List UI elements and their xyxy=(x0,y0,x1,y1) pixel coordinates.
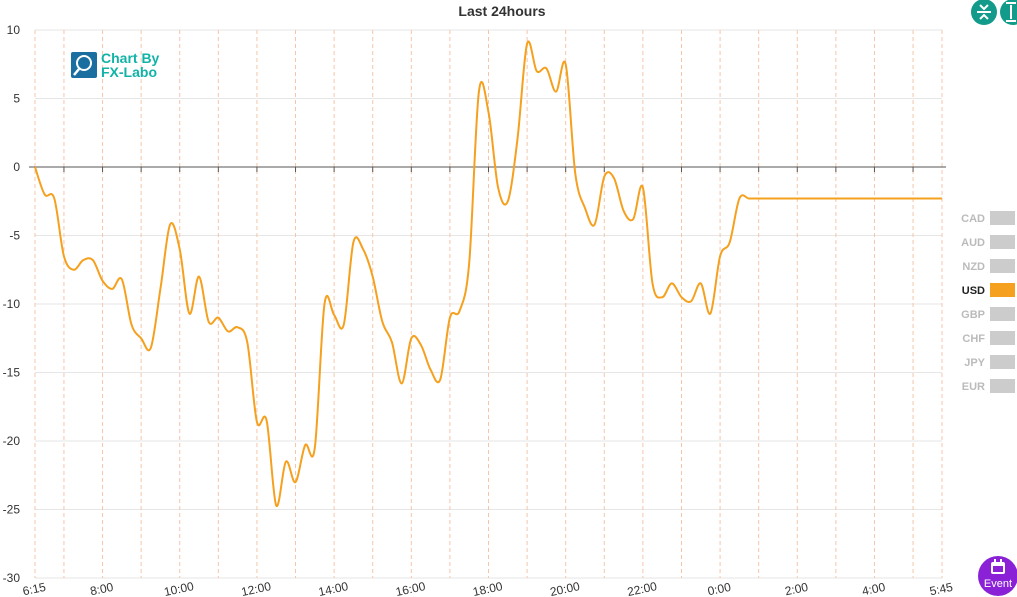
legend-label: GBP xyxy=(961,309,985,321)
legend-item-chf[interactable]: CHF xyxy=(962,331,1015,345)
series-line-usd xyxy=(34,40,942,507)
chart-by-logo: Chart By FX-Labo xyxy=(71,50,160,80)
legend-swatch xyxy=(990,235,1015,249)
event-label: Event xyxy=(984,578,1012,590)
y-tick-label: -25 xyxy=(3,503,21,517)
compress-vertical-icon xyxy=(977,4,991,20)
chart-title: Last 24hours xyxy=(458,3,545,19)
expand-button[interactable] xyxy=(1000,0,1017,25)
x-tick-label: 4:00 xyxy=(861,580,887,597)
legend: CAD AUD NZD USD GBP CHF JPY EUR xyxy=(961,211,1015,393)
legend-swatch xyxy=(990,331,1015,345)
legend-item-nzd[interactable]: NZD xyxy=(962,259,1015,273)
grid xyxy=(34,29,943,579)
x-axis-ticks: 6:15 8:00 10:00 12:00 14:00 16:00 18:00 20:00 22… xyxy=(21,579,954,597)
x-tick-label: 12:00 xyxy=(240,579,273,597)
calendar-icon xyxy=(991,559,1005,574)
x-tick-label: 14:00 xyxy=(317,579,350,597)
legend-swatch xyxy=(990,283,1015,297)
axes xyxy=(29,166,946,172)
legend-swatch xyxy=(990,307,1015,321)
legend-item-jpy[interactable]: JPY xyxy=(964,355,1015,369)
compress-button[interactable] xyxy=(971,0,997,25)
y-tick-label: 10 xyxy=(7,23,21,37)
x-tick-label: 5:45 xyxy=(928,580,954,597)
legend-swatch xyxy=(990,259,1015,273)
y-axis-ticks: 10 5 0 -5 -10 -15 -20 -25 -30 xyxy=(3,23,21,585)
x-tick-label: 22:00 xyxy=(626,579,659,597)
x-tick-label: 6:15 xyxy=(21,580,47,597)
y-tick-label: -20 xyxy=(3,434,21,448)
x-tick-label: 16:00 xyxy=(394,579,427,597)
event-button[interactable]: Event xyxy=(978,556,1017,596)
logo-line1: Chart By xyxy=(101,50,160,66)
x-tick-label: 10:00 xyxy=(163,579,196,597)
x-tick-label: 18:00 xyxy=(472,579,505,597)
legend-label: JPY xyxy=(964,357,985,369)
logo-line2: FX-Labo xyxy=(101,64,157,80)
x-tick-label: 0:00 xyxy=(706,580,732,597)
legend-item-gbp[interactable]: GBP xyxy=(961,307,1015,321)
legend-item-usd[interactable]: USD xyxy=(962,283,1015,297)
expand-vertical-icon xyxy=(1006,2,1016,22)
legend-item-eur[interactable]: EUR xyxy=(962,379,1015,393)
legend-label: NZD xyxy=(962,261,985,273)
y-tick-label: 5 xyxy=(13,92,20,106)
x-tick-label: 20:00 xyxy=(549,579,582,597)
magnifier-icon xyxy=(76,55,92,71)
legend-swatch xyxy=(990,355,1015,369)
legend-swatch xyxy=(990,379,1015,393)
y-tick-label: -10 xyxy=(3,297,21,311)
legend-label: AUD xyxy=(961,237,985,249)
y-tick-label: 0 xyxy=(13,160,20,174)
legend-label: CHF xyxy=(962,333,985,345)
legend-label: USD xyxy=(962,285,985,297)
x-tick-label: 2:00 xyxy=(784,580,810,597)
x-tick-label: 8:00 xyxy=(89,580,115,597)
y-tick-label: -15 xyxy=(3,366,21,380)
legend-item-aud[interactable]: AUD xyxy=(961,235,1015,249)
legend-label: CAD xyxy=(961,213,985,225)
legend-item-cad[interactable]: CAD xyxy=(961,211,1015,225)
legend-swatch xyxy=(990,211,1015,225)
series xyxy=(34,40,942,507)
y-tick-label: -30 xyxy=(3,571,21,585)
y-tick-label: -5 xyxy=(9,229,20,243)
legend-label: EUR xyxy=(962,381,985,393)
